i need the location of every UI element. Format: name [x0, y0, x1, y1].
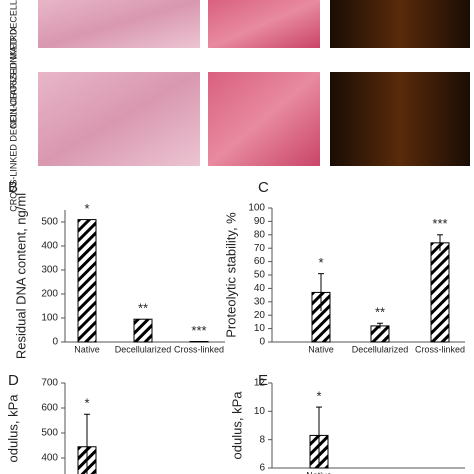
y-axis-label: Proteolytic stability, % — [223, 212, 238, 338]
x-tick-label: Cross-linked — [174, 344, 224, 354]
annotation: *** — [432, 216, 447, 231]
panel-label: E — [258, 372, 268, 389]
annotation: * — [316, 389, 321, 404]
row-label: NON-CROSS-LINKED DECELLULARIZED MATRIX — [8, 0, 18, 128]
y-tick-label: 10 — [254, 323, 266, 334]
annotation: ** — [138, 301, 148, 316]
y-tick-label: 6 — [259, 463, 265, 474]
y-tick-label: 30 — [254, 296, 266, 307]
x-tick-label: Native — [74, 344, 100, 354]
annotation: * — [84, 396, 89, 411]
y-tick-label: 400 — [41, 241, 58, 252]
x-tick-label: Decellularized — [352, 344, 409, 354]
y-tick-label: 60 — [254, 256, 266, 267]
y-tick-label: 500 — [41, 217, 58, 228]
y-tick-label: 100 — [248, 203, 265, 214]
y-tick-label: 90 — [254, 216, 266, 227]
annotation: * — [318, 255, 323, 270]
y-axis-label: odulus, kPa — [5, 394, 20, 463]
y-tick-label: 40 — [254, 283, 266, 294]
x-tick-label: Native — [306, 470, 332, 474]
image — [208, 0, 320, 48]
x-tick-label: Decellularized — [115, 344, 172, 354]
image — [38, 0, 200, 48]
x-tick-label: Cross-linked — [415, 344, 465, 354]
y-tick-label: 10 — [254, 406, 266, 417]
y-tick-label: 20 — [254, 310, 266, 321]
y-tick-label: 0 — [259, 337, 265, 348]
histology-images — [38, 0, 470, 166]
image — [38, 72, 200, 166]
y-tick-label: 700 — [41, 378, 58, 389]
y-tick-label: 70 — [254, 243, 266, 254]
annotation: * — [84, 201, 89, 216]
bar — [430, 242, 450, 343]
y-tick-label: 80 — [254, 229, 266, 240]
image — [208, 72, 320, 166]
y-tick-label: 100 — [41, 313, 58, 324]
y-axis-label: Residual DNA content, ng/ml — [13, 193, 28, 359]
row-label: CROSS-LINKED DECELLULARIZED MATRIX — [8, 26, 18, 211]
y-tick-label: 400 — [41, 453, 58, 464]
panel-label: D — [8, 372, 19, 389]
y-tick-label: 500 — [41, 428, 58, 439]
panel-label: B — [8, 179, 18, 196]
y-tick-label: 600 — [41, 403, 58, 414]
y-tick-label: 200 — [41, 289, 58, 300]
y-tick-label: 0 — [52, 337, 58, 348]
y-tick-label: 50 — [254, 270, 266, 281]
y-tick-label: 300 — [41, 265, 58, 276]
annotation: *** — [191, 323, 206, 338]
bar — [133, 318, 153, 343]
panel-label: C — [258, 179, 269, 196]
image — [330, 0, 470, 48]
image — [330, 72, 470, 166]
x-tick-label: Native — [308, 344, 334, 354]
annotation: ** — [375, 305, 385, 320]
y-tick-label: 8 — [259, 434, 265, 445]
y-axis-label: odulus, kPa — [229, 391, 244, 460]
y-tick-label: 12 — [254, 378, 266, 389]
bar — [77, 219, 97, 343]
